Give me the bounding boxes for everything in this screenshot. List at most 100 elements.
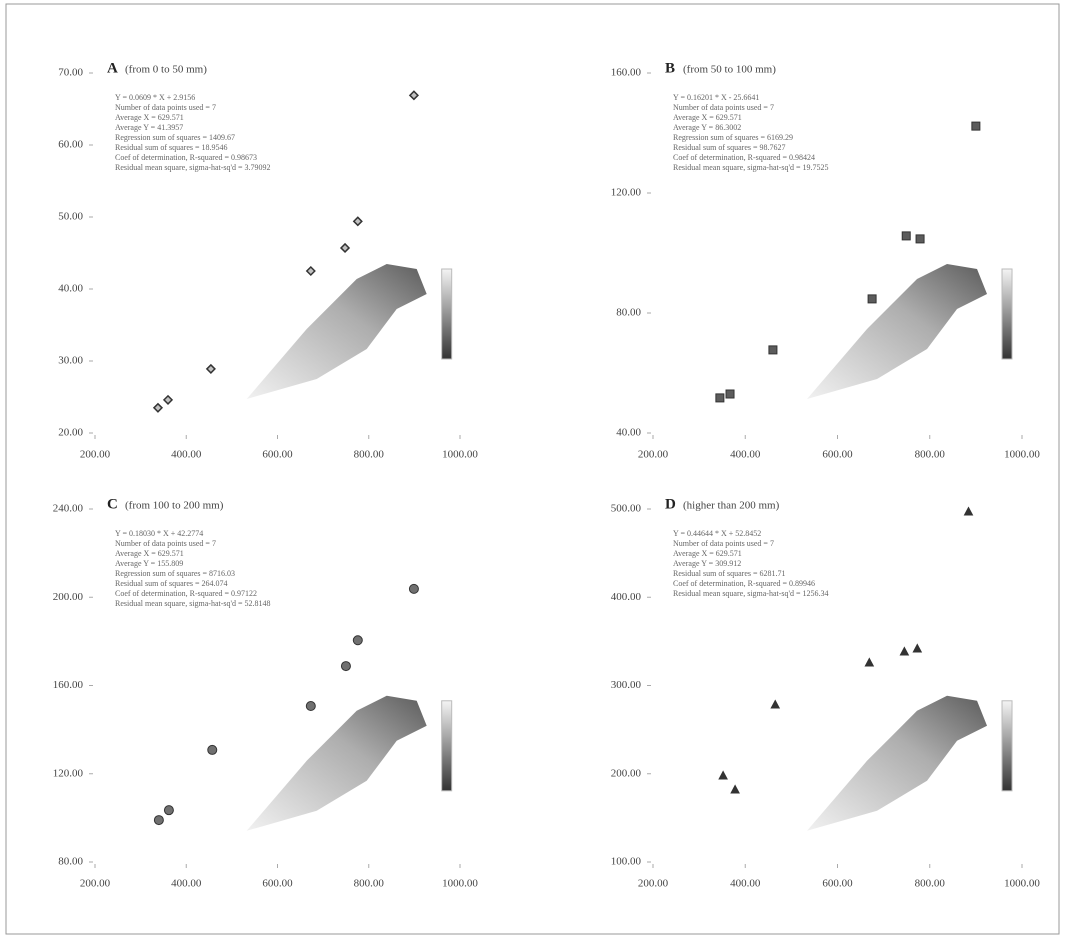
inset-map <box>807 696 987 831</box>
x-tick-label: 200.00 <box>80 878 111 890</box>
point <box>865 658 873 666</box>
stat-line: Residual sum of squares = 6281.71 <box>673 569 786 578</box>
point <box>769 346 777 354</box>
point <box>207 365 215 373</box>
stat-line: Coef of determination, R-squared = 0.986… <box>115 153 257 162</box>
inset-colorbar <box>442 701 452 791</box>
point <box>972 122 980 130</box>
stat-line: Residual mean square, sigma-hat-sq'd = 3… <box>115 163 270 172</box>
y-tick-label: 80.00 <box>58 856 83 868</box>
x-tick-label: 600.00 <box>262 878 293 890</box>
stat-line: Average X = 629.571 <box>115 549 184 558</box>
stat-line: Number of data points used = 7 <box>115 103 216 112</box>
point <box>771 701 779 709</box>
x-tick-label: 600.00 <box>262 449 293 461</box>
x-tick-label: 200.00 <box>638 449 669 461</box>
point <box>716 394 724 402</box>
x-tick-label: 1000.00 <box>1004 878 1040 890</box>
y-tick-label: 120.00 <box>53 767 84 779</box>
stat-line: Average X = 629.571 <box>115 113 184 122</box>
y-tick-label: 70.00 <box>58 67 83 79</box>
inset-colorbar <box>1002 701 1012 791</box>
x-tick-label: 600.00 <box>822 449 853 461</box>
point <box>731 785 739 793</box>
inset-map <box>247 264 427 399</box>
stat-line: Number of data points used = 7 <box>673 539 774 548</box>
x-tick-label: 400.00 <box>171 449 202 461</box>
panel-title: (from 0 to 50 mm) <box>125 64 207 76</box>
point <box>902 232 910 240</box>
point <box>154 404 162 412</box>
x-tick-label: 200.00 <box>638 878 669 890</box>
panel-label: D <box>665 496 676 512</box>
x-tick-label: 800.00 <box>354 449 385 461</box>
x-tick-label: 800.00 <box>354 878 385 890</box>
stat-line: Regression sum of squares = 6169.29 <box>673 133 793 142</box>
stat-line: Average X = 629.571 <box>673 113 742 122</box>
y-tick-label: 240.00 <box>53 503 84 515</box>
stat-line: Coef of determination, R-squared = 0.899… <box>673 579 815 588</box>
x-tick-label: 600.00 <box>822 878 853 890</box>
x-tick-label: 1000.00 <box>442 449 478 461</box>
stat-line: Residual sum of squares = 264.074 <box>115 579 228 588</box>
stat-line: Regression sum of squares = 1409.67 <box>115 133 235 142</box>
stat-line: Y = 0.0609 * X + 2.9156 <box>115 93 195 102</box>
stat-line: Coef of determination, R-squared = 0.971… <box>115 589 257 598</box>
stat-line: Y = 0.18030 * X + 42.2774 <box>115 529 203 538</box>
y-tick-label: 40.00 <box>616 427 641 439</box>
y-tick-label: 120.00 <box>611 187 642 199</box>
y-tick-label: 200.00 <box>53 591 84 603</box>
y-tick-label: 20.00 <box>58 427 83 439</box>
y-tick-label: 50.00 <box>58 211 83 223</box>
y-tick-label: 40.00 <box>58 283 83 295</box>
point <box>341 244 349 252</box>
point <box>913 644 921 652</box>
x-tick-label: 400.00 <box>730 449 761 461</box>
x-tick-label: 1000.00 <box>442 878 478 890</box>
y-tick-label: 400.00 <box>611 591 642 603</box>
x-tick-label: 800.00 <box>915 449 946 461</box>
point <box>307 267 315 275</box>
stat-line: Residual sum of squares = 98.7627 <box>673 143 786 152</box>
point <box>726 390 734 398</box>
stat-line: Residual mean square, sigma-hat-sq'd = 1… <box>673 163 828 172</box>
stat-line: Residual mean square, sigma-hat-sq'd = 1… <box>673 589 828 598</box>
stat-line: Y = 0.44644 * X + 52.8452 <box>673 529 761 538</box>
inset-colorbar <box>442 269 452 359</box>
panel-label: B <box>665 60 675 76</box>
y-tick-label: 300.00 <box>611 679 642 691</box>
stat-line: Average Y = 309.912 <box>673 559 741 568</box>
x-tick-label: 1000.00 <box>1004 449 1040 461</box>
point <box>164 396 172 404</box>
point <box>868 295 876 303</box>
figure: 20.0030.0040.0050.0060.0070.00200.00400.… <box>0 0 1065 941</box>
stat-line: Average X = 629.571 <box>673 549 742 558</box>
stat-line: Number of data points used = 7 <box>673 103 774 112</box>
point <box>916 235 924 243</box>
point <box>410 91 418 99</box>
inset-map <box>807 264 987 399</box>
stat-line: Regression sum of squares = 8716.03 <box>115 569 235 578</box>
point <box>164 806 173 815</box>
y-tick-label: 160.00 <box>53 679 84 691</box>
stat-line: Y = 0.16201 * X - 25.6641 <box>673 93 759 102</box>
y-tick-label: 80.00 <box>616 307 641 319</box>
x-tick-label: 400.00 <box>171 878 202 890</box>
point <box>719 771 727 779</box>
point <box>964 508 972 516</box>
point <box>341 662 350 671</box>
y-tick-label: 100.00 <box>611 856 642 868</box>
point <box>306 702 315 711</box>
panel-title: (higher than 200 mm) <box>683 500 780 512</box>
inset-map <box>247 696 427 831</box>
point <box>900 647 908 655</box>
inset-colorbar <box>1002 269 1012 359</box>
stat-line: Number of data points used = 7 <box>115 539 216 548</box>
point <box>208 745 217 754</box>
stat-line: Coef of determination, R-squared = 0.984… <box>673 153 815 162</box>
y-tick-label: 500.00 <box>611 503 642 515</box>
panel-title: (from 100 to 200 mm) <box>125 500 224 512</box>
panel-label: A <box>107 60 118 76</box>
y-tick-label: 160.00 <box>611 67 642 79</box>
x-tick-label: 200.00 <box>80 449 111 461</box>
